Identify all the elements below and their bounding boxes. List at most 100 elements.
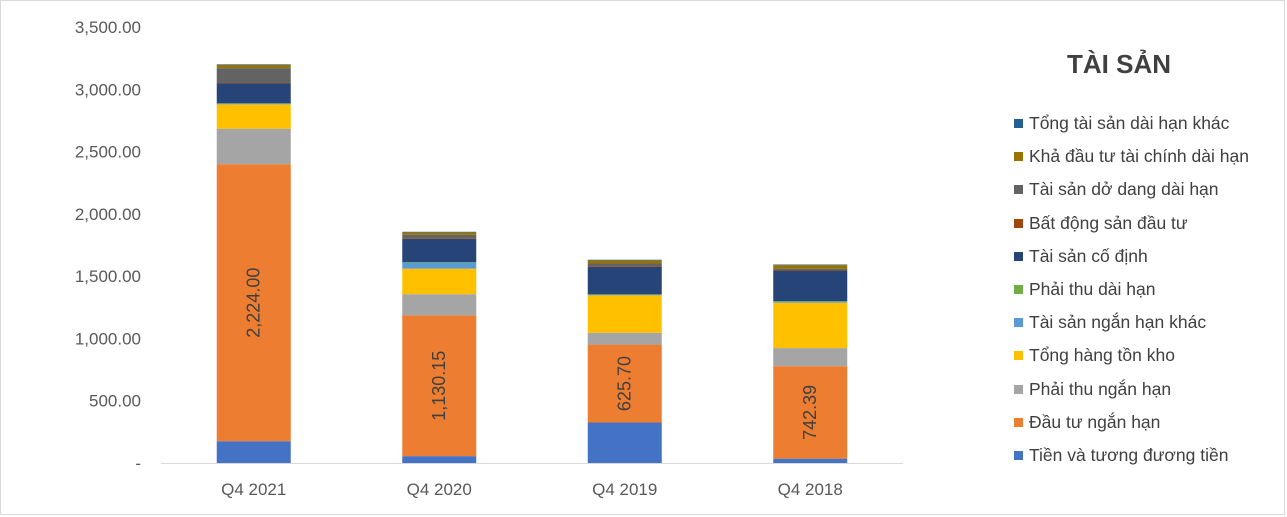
bar-segment <box>773 302 848 349</box>
bar-segment <box>773 265 848 269</box>
legend-label: Tổng tài sản dài hạn khác <box>1029 113 1230 134</box>
bar-segment <box>587 260 662 264</box>
bar-stack: 2,224.00 <box>216 64 291 463</box>
bar-segment <box>402 239 477 263</box>
bar-segment <box>216 104 291 129</box>
bar-segment <box>773 366 848 459</box>
legend-swatch <box>1014 285 1023 295</box>
bar-segment <box>216 64 291 69</box>
bar-segment <box>216 103 291 105</box>
bar-segment <box>216 441 291 463</box>
y-tick-label: - <box>135 454 141 473</box>
y-tick-label: 2,500.00 <box>75 143 141 162</box>
bar-segment <box>773 458 848 463</box>
legend-item: Bất động sản đầu tư <box>1014 207 1249 240</box>
y-tick-label: 3,500.00 <box>75 18 141 37</box>
x-tick-label: Q4 2020 <box>407 480 472 499</box>
legend-item: Tiền và tương đương tiền <box>1014 439 1249 472</box>
y-tick-label: 1,000.00 <box>75 329 141 348</box>
legend-item: Khả đầu tư tài chính dài hạn <box>1014 140 1249 173</box>
legend-item: Tài sản ngắn hạn khác <box>1014 306 1249 339</box>
bar-segment <box>773 301 848 303</box>
bar-segment <box>216 68 291 84</box>
legend-swatch <box>1014 417 1023 427</box>
bar-segment <box>587 266 662 295</box>
bar-segment <box>402 234 477 239</box>
bar-segment <box>402 456 477 463</box>
bar-segment <box>587 259 662 261</box>
y-tick-label: 2,000.00 <box>75 205 141 224</box>
bar-segment <box>402 262 477 263</box>
bar-segment <box>587 266 662 268</box>
data-label: 742.39 <box>800 385 820 440</box>
legend-items: Tổng tài sản dài hạn khác Khả đầu tư tài … <box>1014 107 1249 472</box>
y-tick-label: 1,500.00 <box>75 267 141 286</box>
bar-segment <box>402 294 477 316</box>
x-axis: Q4 2021 Q4 2020 Q4 2019 Q4 2018 <box>221 480 843 499</box>
bar-segment <box>216 164 291 442</box>
bar-stacks: 2,224.00 1,130.15 625.70 742.39 <box>216 64 848 463</box>
bar-segment <box>402 315 477 457</box>
legend-item: Tài sản dở dang dài hạn <box>1014 173 1249 206</box>
legend-title: TÀI SẢN <box>1067 49 1171 79</box>
bar-segment <box>402 232 477 235</box>
bar-segment <box>773 264 848 266</box>
legend-label: Phải thu dài hạn <box>1029 279 1156 300</box>
bar-segment <box>773 348 848 367</box>
x-tick-label: Q4 2021 <box>221 480 286 499</box>
legend-swatch <box>1014 351 1023 361</box>
legend-swatch <box>1014 152 1023 162</box>
bar-segment <box>587 422 662 463</box>
bar-segment <box>402 268 477 295</box>
legend-swatch <box>1014 318 1023 328</box>
data-label: 2,224.00 <box>244 268 264 338</box>
legend-label: Tài sản dở dang dài hạn <box>1029 179 1219 200</box>
bar-stack: 742.39 <box>773 264 848 463</box>
legend-label: Đầu tư ngắn hạn <box>1029 411 1161 432</box>
legend-label: Tiền và tương đương tiền <box>1029 444 1229 465</box>
legend-item: Đầu tư ngắn hạn <box>1014 406 1249 439</box>
legend-label: Bất động sản đầu tư <box>1029 212 1188 233</box>
bar-segment <box>216 128 291 165</box>
bar-segment <box>216 83 291 84</box>
data-label: 625.70 <box>615 356 635 411</box>
legend-item: Tài sản cố định <box>1014 240 1249 273</box>
legend-swatch <box>1014 119 1023 129</box>
bar-segment <box>587 332 662 345</box>
x-tick-label: Q4 2019 <box>592 480 657 499</box>
bar-segment <box>773 270 848 271</box>
legend-item: Phải thu ngắn hạn <box>1014 373 1249 406</box>
legend-item: Tổng hàng tồn kho <box>1014 339 1249 372</box>
legend-label: Tài sản ngắn hạn khác <box>1029 312 1207 333</box>
legend-swatch <box>1014 251 1023 261</box>
bar-segment <box>773 268 848 271</box>
bar-segment <box>402 238 477 240</box>
bar-segment <box>402 231 477 233</box>
legend-item: Phải thu dài hạn <box>1014 273 1249 306</box>
legend-swatch <box>1014 384 1023 394</box>
y-axis: - 500.00 1,000.00 1,500.00 2,000.00 2,500.00 3… <box>75 18 141 473</box>
bar-stack: 1,130.15 <box>402 231 477 463</box>
bar-segment <box>587 294 662 295</box>
bar-segment <box>587 294 662 296</box>
y-tick-label: 3,000.00 <box>75 80 141 99</box>
bar-segment <box>402 262 477 269</box>
legend-swatch <box>1014 185 1023 195</box>
legend-label: Phải thu ngắn hạn <box>1029 378 1172 399</box>
bar-stack: 625.70 <box>587 259 662 463</box>
bar-segment <box>216 103 291 104</box>
bar-segment <box>216 64 291 65</box>
legend-label: Tổng hàng tồn kho <box>1029 345 1175 366</box>
bar-segment <box>773 301 848 302</box>
legend-swatch <box>1014 218 1023 228</box>
bar-segment <box>216 83 291 104</box>
legend-swatch <box>1014 450 1023 460</box>
bar-segment <box>773 270 848 302</box>
x-tick-label: Q4 2018 <box>778 480 843 499</box>
bar-segment <box>587 263 662 267</box>
legend-label: Khả đầu tư tài chính dài hạn <box>1029 146 1249 167</box>
data-label: 1,130.15 <box>429 351 449 421</box>
y-tick-label: 500.00 <box>89 392 141 411</box>
